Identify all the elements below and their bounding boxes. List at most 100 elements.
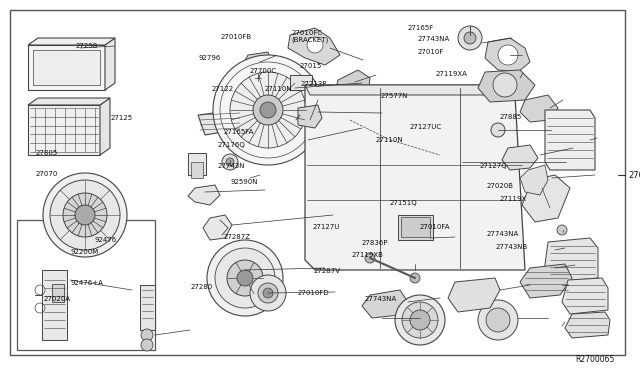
Circle shape <box>141 339 153 351</box>
Circle shape <box>260 102 276 118</box>
Text: 27110N: 27110N <box>264 86 292 92</box>
Circle shape <box>410 273 420 283</box>
Circle shape <box>222 154 238 170</box>
Polygon shape <box>188 185 220 205</box>
Text: 27287Z: 27287Z <box>224 234 251 240</box>
Polygon shape <box>100 98 110 155</box>
Circle shape <box>213 55 323 165</box>
Polygon shape <box>203 215 232 240</box>
Polygon shape <box>305 85 525 270</box>
Text: 27127UC: 27127UC <box>410 124 442 130</box>
Polygon shape <box>105 38 115 90</box>
Polygon shape <box>502 145 538 170</box>
Circle shape <box>493 73 517 97</box>
Text: 27298: 27298 <box>76 44 98 49</box>
Circle shape <box>250 275 286 311</box>
Bar <box>52 284 64 302</box>
Text: 27010FD: 27010FD <box>298 290 329 296</box>
Text: 27280: 27280 <box>191 284 213 290</box>
Text: 27119XA: 27119XA <box>435 71 467 77</box>
Circle shape <box>395 295 445 345</box>
Circle shape <box>253 95 283 125</box>
Polygon shape <box>28 45 105 90</box>
Circle shape <box>263 288 273 298</box>
Text: 27015: 27015 <box>300 63 322 69</box>
Text: 27213P: 27213P <box>301 81 327 87</box>
Polygon shape <box>565 312 610 338</box>
Circle shape <box>307 37 323 53</box>
Polygon shape <box>522 175 570 222</box>
Bar <box>401 217 430 237</box>
Text: 27020B: 27020B <box>486 183 513 189</box>
Polygon shape <box>520 95 558 122</box>
Text: 27151Q: 27151Q <box>389 201 417 206</box>
Polygon shape <box>28 38 115 45</box>
Text: 27700C: 27700C <box>250 68 276 74</box>
Circle shape <box>237 270 253 286</box>
Polygon shape <box>485 38 530 72</box>
Circle shape <box>230 72 306 148</box>
Bar <box>140 285 155 330</box>
Polygon shape <box>562 278 608 314</box>
Circle shape <box>258 283 278 303</box>
Text: 27805: 27805 <box>35 150 58 155</box>
Circle shape <box>365 253 375 263</box>
Polygon shape <box>544 238 598 282</box>
Text: 92590N: 92590N <box>230 179 258 185</box>
Polygon shape <box>545 110 595 170</box>
Text: 27287V: 27287V <box>314 268 340 274</box>
Text: 27010F: 27010F <box>417 49 444 55</box>
Polygon shape <box>28 98 110 105</box>
Polygon shape <box>288 28 340 65</box>
Polygon shape <box>33 50 100 85</box>
Circle shape <box>464 32 476 44</box>
Circle shape <box>458 26 482 50</box>
Circle shape <box>410 310 430 330</box>
Circle shape <box>226 158 234 166</box>
Text: 27176Q: 27176Q <box>218 142 245 148</box>
Polygon shape <box>198 110 245 135</box>
Text: 27127U: 27127U <box>312 224 340 230</box>
Circle shape <box>50 180 120 250</box>
Text: 92476+A: 92476+A <box>70 280 103 286</box>
Text: 27070: 27070 <box>35 171 58 177</box>
Circle shape <box>557 225 567 235</box>
Text: 92796: 92796 <box>198 55 221 61</box>
Polygon shape <box>28 105 100 155</box>
Circle shape <box>227 260 263 296</box>
Polygon shape <box>244 52 272 72</box>
Text: 27110N: 27110N <box>376 137 403 142</box>
Polygon shape <box>305 85 515 95</box>
Circle shape <box>486 308 510 332</box>
Text: 92476: 92476 <box>95 237 117 243</box>
Text: (BRACKET): (BRACKET) <box>291 36 328 43</box>
Text: 27119X: 27119X <box>499 196 526 202</box>
Circle shape <box>402 302 438 338</box>
Polygon shape <box>298 105 322 128</box>
Text: 27020A: 27020A <box>44 296 70 302</box>
Circle shape <box>141 329 153 341</box>
Bar <box>398 215 433 240</box>
Text: 27836P: 27836P <box>362 240 388 246</box>
Polygon shape <box>448 278 500 312</box>
Text: 27122: 27122 <box>211 86 234 92</box>
Text: 27743NA: 27743NA <box>486 231 518 237</box>
Circle shape <box>498 45 518 65</box>
Text: 27743NA: 27743NA <box>417 36 449 42</box>
Polygon shape <box>335 70 370 100</box>
Bar <box>191 162 203 178</box>
Circle shape <box>75 205 95 225</box>
Circle shape <box>207 240 283 316</box>
Text: 27743NA: 27743NA <box>365 296 397 302</box>
Text: 27165FA: 27165FA <box>224 129 254 135</box>
Text: R2700065: R2700065 <box>575 356 615 365</box>
Polygon shape <box>520 264 572 298</box>
Text: 27010FB: 27010FB <box>221 34 252 40</box>
Text: 27743N: 27743N <box>218 163 245 169</box>
Polygon shape <box>478 70 535 102</box>
Circle shape <box>491 123 505 137</box>
Circle shape <box>215 248 275 308</box>
Text: 92200M: 92200M <box>70 249 99 255</box>
Polygon shape <box>520 165 548 195</box>
Text: 27885: 27885 <box>499 114 522 120</box>
